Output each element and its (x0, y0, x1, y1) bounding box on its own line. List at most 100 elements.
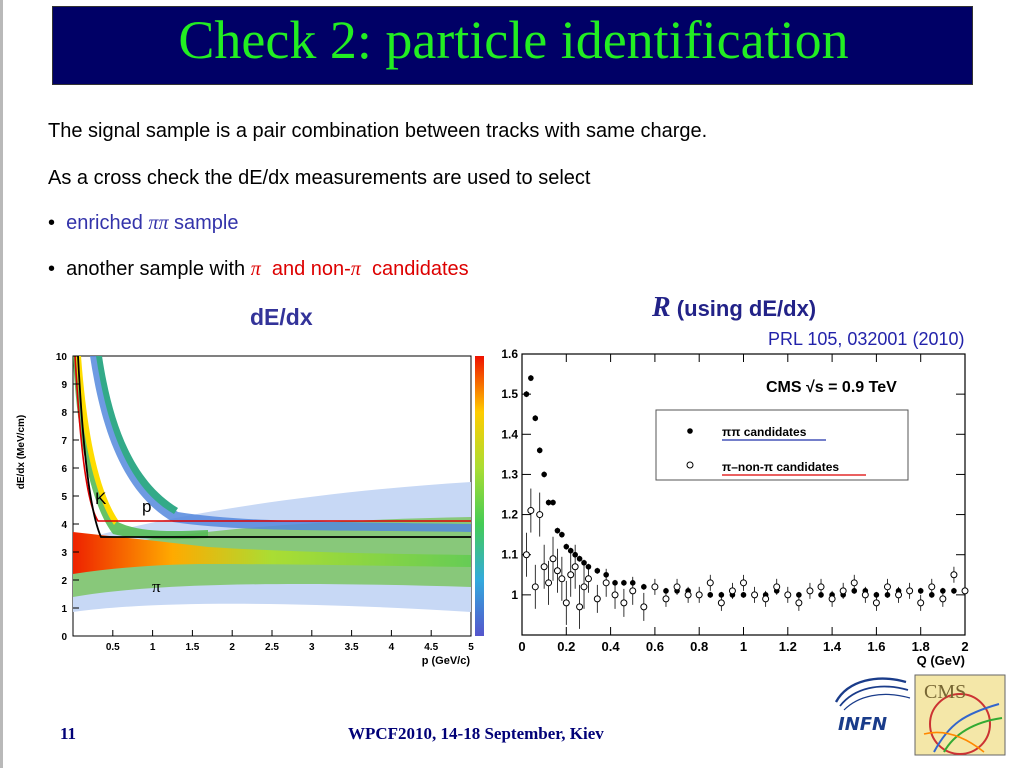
r-point-open (795, 599, 803, 607)
r-xtick-label: 1.6 (867, 639, 885, 654)
r-point-open (817, 583, 825, 591)
dedx-ytick-label: 4 (61, 520, 67, 531)
r-ytick-label: 1.5 (501, 387, 518, 401)
footer-page-number: 11 (60, 724, 77, 743)
r-point-open (580, 583, 588, 591)
bullet1-pre: enriched (66, 212, 149, 234)
r-point-filled (928, 592, 935, 598)
proton-band-label: p (142, 497, 151, 516)
r-point-open (553, 567, 561, 575)
dedx-ytick-label: 10 (56, 352, 68, 363)
color-palette-bar (475, 356, 484, 636)
r-points (522, 375, 969, 629)
bullet1-symbol: ππ (148, 212, 169, 234)
r-point-filled (641, 584, 647, 590)
bullet-mark: • (48, 258, 56, 280)
r-point-open (839, 587, 847, 595)
r-xlabel: Q (GeV) (917, 653, 965, 668)
legend-label-pinonpi: π–non-π candidates (722, 460, 839, 474)
r-point-open (651, 583, 659, 591)
dedx-xticks: 0.5 1 1.5 2 2.5 3 3.5 4 4.5 5 (106, 630, 474, 653)
r-point-open (728, 587, 736, 595)
dedx-heading: dE/dx (250, 304, 313, 330)
r-point-filled (851, 588, 858, 594)
dedx-xtick-label: 0.5 (106, 642, 120, 653)
dedx-ylabel: dE/dx (MeV/cm) (16, 415, 27, 489)
dedx-ytick-label: 7 (61, 436, 67, 447)
r-point-open (527, 507, 535, 515)
r-xtick-label: 0.8 (690, 639, 708, 654)
r-point-open (549, 555, 557, 563)
dedx-xlabel: p (GeV/c) (422, 655, 471, 667)
r-point-filled (951, 588, 957, 594)
r-point-open (773, 583, 781, 591)
r-point-filled (594, 567, 601, 574)
kaon-band-label: K (95, 489, 107, 508)
r-point-open (861, 591, 869, 599)
dedx-plot: K p π dE/dx (MeV/cm) p (GeV/c) 0 1 2 3 4 5 6 7 8… (16, 352, 484, 667)
legend-box (655, 409, 909, 481)
footer-conference: WPCF2010, 14-18 September, Kiev (348, 724, 604, 743)
bullet2-symbol-1: π (250, 258, 261, 280)
r-point-open (762, 595, 770, 603)
dedx-ytick-label: 0 (61, 632, 67, 643)
bullet2-post: candidates (360, 258, 469, 280)
r-point-filled (545, 499, 552, 506)
text-line-1: The signal sample is a pair combination … (48, 120, 708, 142)
r-point-filled (567, 547, 574, 554)
r-point-open (883, 583, 891, 591)
r-xtick-label: 1.8 (912, 639, 930, 654)
slide-title: Check 2: particle identification (178, 10, 849, 70)
r-point-open (567, 571, 575, 579)
dedx-ytick-label: 8 (61, 408, 67, 419)
r-point-filled (581, 559, 587, 566)
svg-text:INFN: INFN (838, 714, 887, 735)
bullet2-mid: and non- (260, 258, 351, 280)
r-point-open (872, 599, 880, 607)
dedx-ytick-label: 2 (61, 576, 67, 587)
reference-label: PRL 105, 032001 (2010) (768, 329, 965, 349)
r-heading: R (using dE/dx) (652, 292, 816, 324)
r-point-open (593, 595, 601, 603)
r-point-filled (532, 415, 539, 422)
r-point-open (928, 583, 936, 591)
dedx-xtick-label: 4.5 (424, 642, 438, 653)
r-point-open (706, 579, 714, 587)
r-point-open (536, 511, 544, 519)
r-point-filled (917, 588, 924, 594)
r-point-open (611, 591, 619, 599)
r-point-open (751, 591, 759, 599)
r-point-open (806, 587, 814, 595)
r-symbol: R (652, 292, 671, 323)
svg-text:CMS: CMS (924, 681, 966, 703)
r-point-filled (541, 471, 547, 478)
r-point-filled (707, 592, 714, 598)
r-ytick-label: 1.4 (501, 427, 518, 441)
r-point-filled (550, 499, 556, 506)
r-point-open (629, 587, 637, 595)
dedx-ytick-label: 3 (61, 548, 67, 559)
experiment-label: CMS √s = 0.9 TeV (766, 379, 897, 396)
dedx-xtick-label: 4 (389, 642, 395, 653)
r-point-open (850, 579, 858, 587)
r-point-filled (621, 580, 627, 586)
r-point-open (571, 563, 579, 571)
r-point-open (576, 603, 584, 611)
r-ytick-label: 1 (511, 588, 518, 602)
r-point-filled (663, 588, 669, 594)
dedx-ytick-label: 1 (61, 604, 67, 615)
r-point-filled (796, 592, 802, 598)
dedx-xtick-label: 1 (150, 642, 156, 653)
bullet1-post: sample (168, 212, 239, 234)
dedx-ytick-label: 6 (61, 464, 67, 475)
bullet-mark: • (48, 212, 56, 234)
r-point-open (784, 591, 792, 599)
r-xtick-label: 0.6 (646, 639, 664, 654)
dedx-xtick-label: 1.5 (185, 642, 199, 653)
r-point-filled (740, 592, 747, 598)
bullet-enriched: • enriched ππ sample (48, 212, 239, 235)
r-ytick-label: 1.3 (501, 467, 518, 481)
r-point-open (640, 603, 648, 611)
r-point-open (531, 583, 539, 591)
r-point-open (740, 579, 747, 587)
